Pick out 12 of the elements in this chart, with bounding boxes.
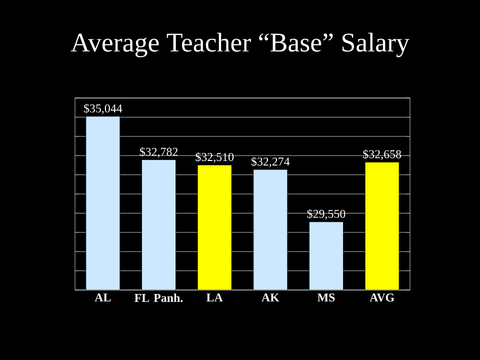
x-tick-label: AVG <box>370 294 394 302</box>
data-label: $32,658 <box>363 149 402 160</box>
data-label: $32,782 <box>140 147 178 158</box>
x-tick-label: FL Panh. <box>134 294 183 302</box>
data-label: $35,044 <box>84 104 122 114</box>
x-tick-label: AL <box>94 294 111 302</box>
chart-title: Average Teacher “Base” Salary <box>70 32 410 58</box>
x-tick-label: MS <box>317 294 335 302</box>
x-tick-label: LA <box>206 294 223 302</box>
x-tick-label: AK <box>262 294 280 302</box>
data-label: $32,274 <box>252 156 290 168</box>
data-label: $32,510 <box>196 152 234 163</box>
